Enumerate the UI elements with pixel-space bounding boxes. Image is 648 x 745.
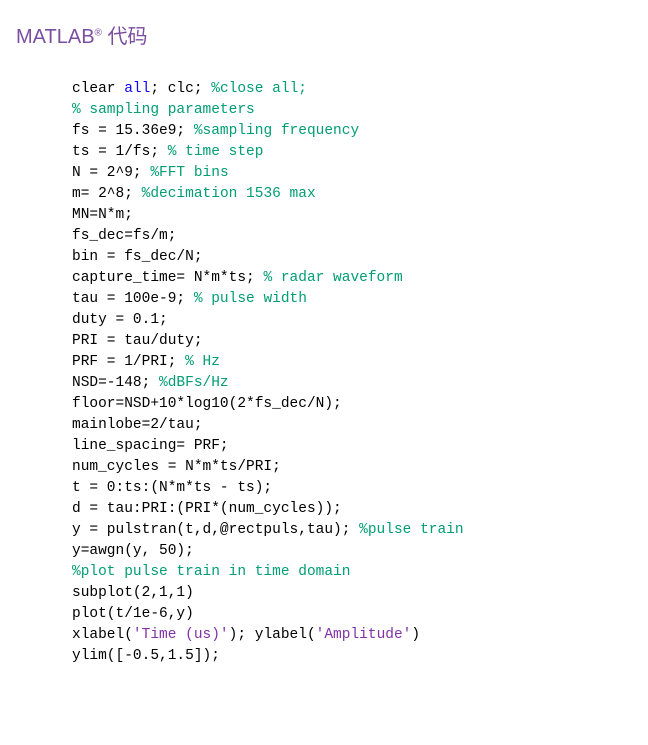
code-line: mainlobe=2/tau;: [72, 415, 636, 436]
code-line: ts = 1/fs; % time step: [72, 142, 636, 163]
code-line: MN=N*m;: [72, 205, 636, 226]
code-cm: %FFT bins: [150, 165, 228, 181]
code-line: y = pulstran(t,d,@rectpuls,tau); %pulse …: [72, 520, 636, 541]
code-text: fs_dec=fs/m;: [72, 228, 176, 244]
code-text: num_cycles = N*m*ts/PRI;: [72, 459, 281, 475]
code-line: ylim([-0.5,1.5]);: [72, 646, 636, 667]
code-line: t = 0:ts:(N*m*ts - ts);: [72, 478, 636, 499]
code-text: m= 2^8;: [72, 186, 142, 202]
code-text: PRI = tau/duty;: [72, 333, 203, 349]
code-text: NSD=-148;: [72, 375, 159, 391]
code-cm: %plot pulse train in time domain: [72, 564, 350, 580]
code-text: y = pulstran(t,d,@rectpuls,tau);: [72, 522, 359, 538]
code-text: d = tau:PRI:(PRI*(num_cycles));: [72, 501, 342, 517]
code-line: duty = 0.1;: [72, 310, 636, 331]
code-line: %plot pulse train in time domain: [72, 562, 636, 583]
code-line: d = tau:PRI:(PRI*(num_cycles));: [72, 499, 636, 520]
code-line: PRI = tau/duty;: [72, 331, 636, 352]
code-text: line_spacing= PRF;: [72, 438, 229, 454]
code-cm: %close all;: [211, 81, 307, 97]
code-text: ): [411, 627, 420, 643]
code-line: NSD=-148; %dBFs/Hz: [72, 373, 636, 394]
code-kw: all: [124, 81, 150, 97]
code-cm: %decimation 1536 max: [142, 186, 316, 202]
code-cm: %pulse train: [359, 522, 463, 538]
code-line: % sampling parameters: [72, 100, 636, 121]
code-text: plot(t/1e-6,y): [72, 606, 194, 622]
code-line: capture_time= N*m*ts; % radar waveform: [72, 268, 636, 289]
registered-mark: ®: [95, 27, 102, 38]
code-text: y=awgn(y, 50);: [72, 543, 194, 559]
code-text: t = 0:ts:(N*m*ts - ts);: [72, 480, 272, 496]
code-line: fs_dec=fs/m;: [72, 226, 636, 247]
code-text: duty = 0.1;: [72, 312, 168, 328]
code-line: xlabel('Time (us)'); ylabel('Amplitude'): [72, 625, 636, 646]
code-text: ); ylabel(: [229, 627, 316, 643]
code-str: 'Amplitude': [316, 627, 412, 643]
code-line: bin = fs_dec/N;: [72, 247, 636, 268]
code-text: mainlobe=2/tau;: [72, 417, 203, 433]
code-text: xlabel(: [72, 627, 133, 643]
code-line: line_spacing= PRF;: [72, 436, 636, 457]
code-cm: % pulse width: [194, 291, 307, 307]
code-text: bin = fs_dec/N;: [72, 249, 203, 265]
code-line: clear all; clc; %close all;: [72, 79, 636, 100]
code-line: m= 2^8; %decimation 1536 max: [72, 184, 636, 205]
code-line: floor=NSD+10*log10(2*fs_dec/N);: [72, 394, 636, 415]
code-cm: %sampling frequency: [194, 123, 359, 139]
code-cm: % radar waveform: [263, 270, 402, 286]
code-text: PRF = 1/PRI;: [72, 354, 185, 370]
code-cm: %dBFs/Hz: [159, 375, 229, 391]
code-block: clear all; clc; %close all; % sampling pa…: [12, 79, 636, 667]
page-title: MATLAB® 代码: [12, 20, 636, 49]
code-text: clear: [72, 81, 124, 97]
code-text: subplot(2,1,1): [72, 585, 194, 601]
code-text: N = 2^9;: [72, 165, 150, 181]
code-cm: % time step: [168, 144, 264, 160]
code-line: N = 2^9; %FFT bins: [72, 163, 636, 184]
code-cm: % sampling parameters: [72, 102, 255, 118]
code-line: fs = 15.36e9; %sampling frequency: [72, 121, 636, 142]
code-line: subplot(2,1,1): [72, 583, 636, 604]
code-line: y=awgn(y, 50);: [72, 541, 636, 562]
code-str: 'Time (us)': [133, 627, 229, 643]
title-suffix: 代码: [102, 26, 148, 48]
code-line: num_cycles = N*m*ts/PRI;: [72, 457, 636, 478]
code-text: ts = 1/fs;: [72, 144, 168, 160]
page-container: MATLAB® 代码 clear all; clc; %close all; % …: [0, 0, 648, 687]
code-text: MN=N*m;: [72, 207, 133, 223]
code-text: fs = 15.36e9;: [72, 123, 194, 139]
title-prefix: MATLAB: [16, 26, 95, 48]
code-cm: % Hz: [185, 354, 220, 370]
code-line: plot(t/1e-6,y): [72, 604, 636, 625]
code-text: capture_time= N*m*ts;: [72, 270, 263, 286]
code-text: ; clc;: [150, 81, 211, 97]
code-line: tau = 100e-9; % pulse width: [72, 289, 636, 310]
code-text: floor=NSD+10*log10(2*fs_dec/N);: [72, 396, 342, 412]
code-text: ylim([-0.5,1.5]);: [72, 648, 220, 664]
code-text: tau = 100e-9;: [72, 291, 194, 307]
code-line: PRF = 1/PRI; % Hz: [72, 352, 636, 373]
